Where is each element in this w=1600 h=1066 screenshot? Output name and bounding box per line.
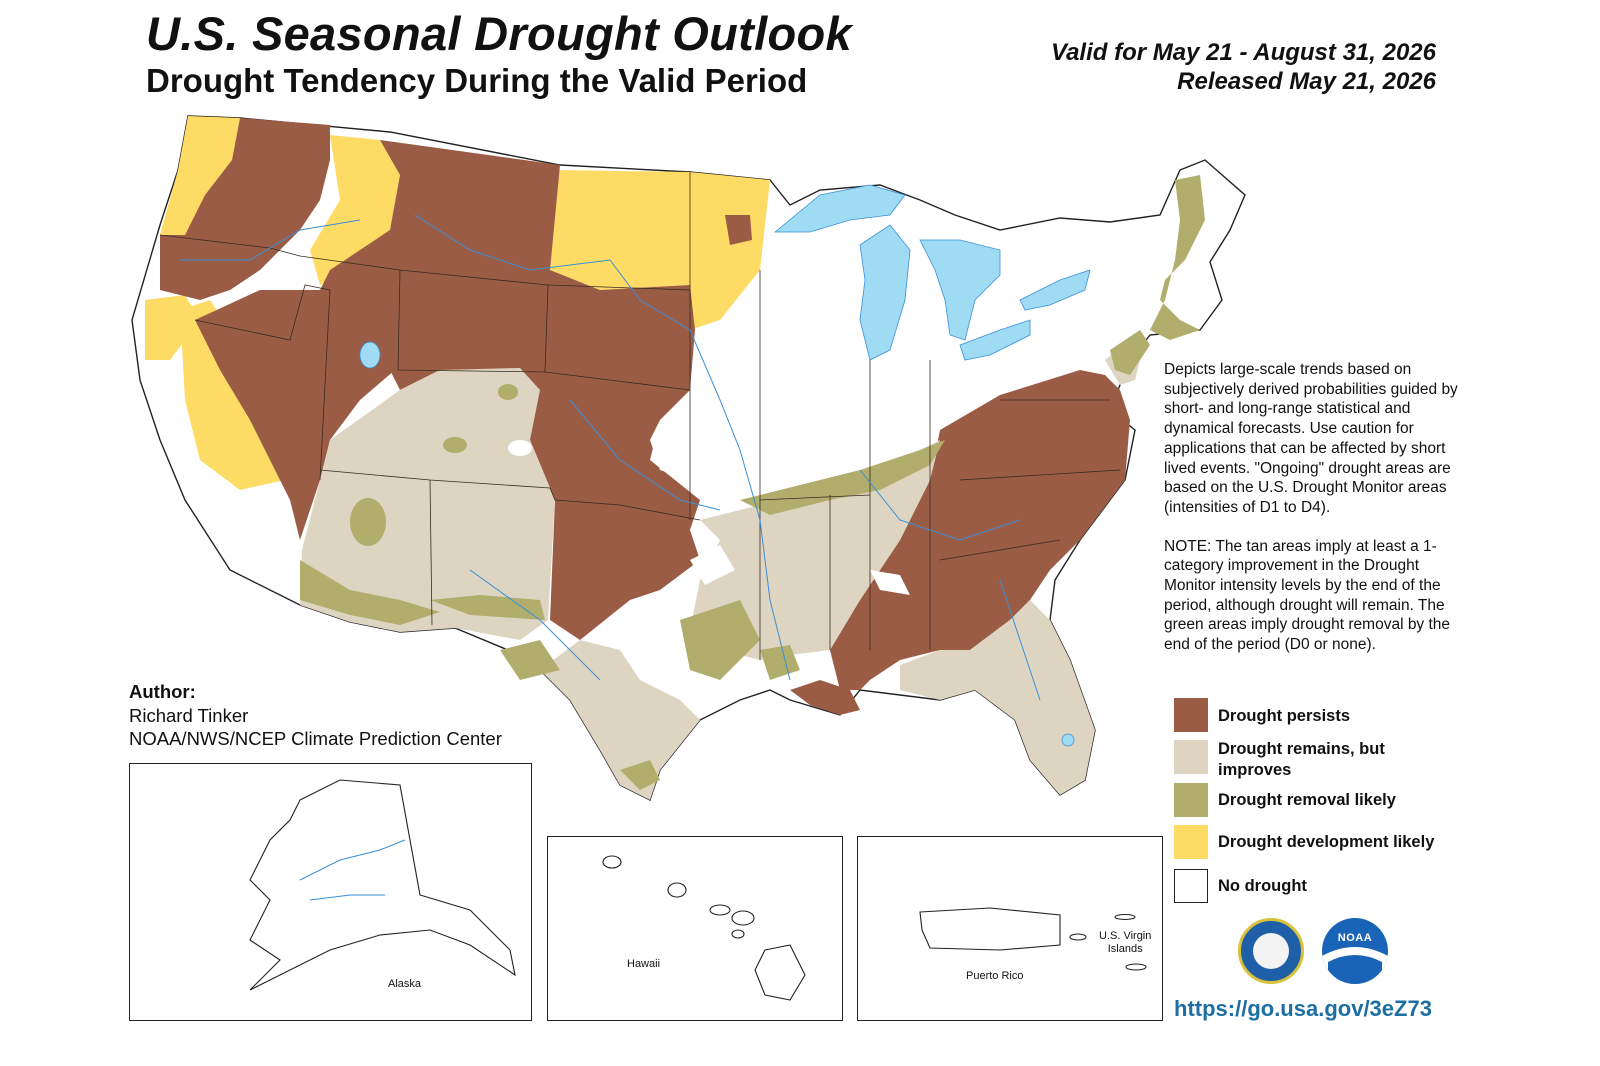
legend-label-improves: Drought remains, but improves	[1218, 740, 1385, 779]
alaska-inset: Alaska	[129, 763, 532, 1021]
noaa-logo-icon: NOAA	[1322, 918, 1388, 984]
legend-swatch-no-drought	[1174, 869, 1208, 903]
author-block: Author: Richard Tinker NOAA/NWS/NCEP Cli…	[129, 680, 502, 751]
map-title: U.S. Seasonal Drought Outlook	[146, 7, 852, 60]
valid-for-text: Valid for May 21 - August 31, 2026	[1050, 39, 1436, 66]
legend-swatch-removal	[1174, 783, 1208, 817]
hawaii-label: Hawaii	[627, 958, 661, 970]
description-para-2: NOTE: The tan areas imply at least a 1-c…	[1164, 537, 1451, 654]
legend-label-removal: Drought removal likely	[1218, 791, 1396, 809]
removal-regions	[300, 175, 1205, 790]
virgin-islands-label: U.S. Virgin Islands	[1099, 930, 1151, 956]
alaska-label: Alaska	[388, 978, 422, 990]
legend-item-improves: Drought remains, but improves	[1174, 740, 1385, 779]
author-org: NOAA/NWS/NCEP Climate Prediction Center	[129, 728, 502, 749]
legend-label-persists: Drought persists	[1218, 707, 1351, 725]
legend-item-persists: Drought persists	[1174, 698, 1350, 732]
puerto-rico-inset: Puerto Rico U.S. Virgin Islands	[857, 836, 1163, 1021]
doc-seal-eagle-icon	[1253, 933, 1289, 969]
great-lakes	[359, 184, 1091, 747]
noaa-gull-icon	[1322, 947, 1388, 984]
legend-swatch-improves	[1174, 740, 1208, 774]
puerto-rico-label: Puerto Rico	[966, 970, 1024, 982]
legend-item-removal: Drought removal likely	[1174, 783, 1396, 817]
legend-swatch-persists	[1174, 698, 1208, 732]
author-name: Richard Tinker	[129, 704, 249, 726]
description-para-1: Depicts large-scale trends based on subj…	[1164, 361, 1458, 516]
legend-swatch-development	[1174, 825, 1208, 859]
hawaii-inset: Hawaii	[547, 836, 843, 1021]
author-heading: Author:	[129, 681, 196, 702]
legend-item-development: Drought development likely	[1174, 825, 1434, 859]
no-drought-holes	[508, 410, 910, 595]
persists-regions	[160, 118, 1130, 715]
outlook-url-link[interactable]: https://go.usa.gov/3eZ73	[1174, 996, 1432, 1021]
state-lines	[159, 172, 1121, 660]
description-text: Depicts large-scale trends based on subj…	[1164, 360, 1464, 674]
virgin-islands-line2: Islands	[1107, 943, 1143, 955]
rivers	[180, 214, 1041, 701]
noaa-logo-text: NOAA	[1337, 932, 1373, 944]
map-subtitle: Drought Tendency During the Valid Period	[146, 62, 808, 99]
improves-regions	[300, 340, 1140, 800]
doc-seal-icon	[1238, 918, 1304, 984]
valid-period: Valid for May 21 - August 31, 2026 Relea…	[1051, 38, 1436, 96]
virgin-islands-line1: U.S. Virgin	[1099, 930, 1152, 942]
legend-item-no-drought: No drought	[1174, 869, 1307, 903]
legend-label-no-drought: No drought	[1218, 877, 1307, 895]
released-text: Released May 21, 2026	[1177, 68, 1436, 95]
legend-label-development: Drought development likely	[1218, 833, 1435, 851]
